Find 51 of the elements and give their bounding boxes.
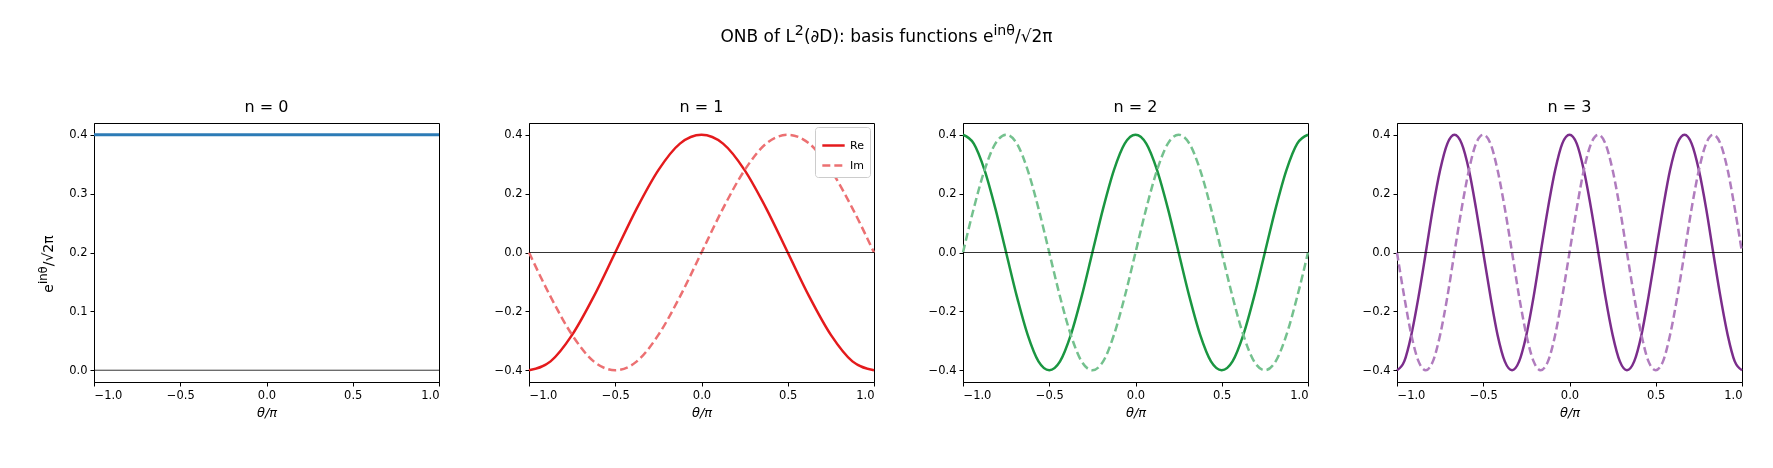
y-tick-label: −0.4	[928, 362, 957, 377]
y-tick-label: 0.2	[69, 245, 88, 259]
y-tick-label: 0.4	[1372, 127, 1391, 142]
y-tick-label: −0.4	[1362, 362, 1391, 377]
x-tick-label: −0.5	[601, 387, 630, 402]
x-tick-label: −1.0	[529, 387, 558, 402]
x-axis-title: θ/π	[1125, 405, 1147, 420]
chart-title: n = 2	[1113, 97, 1158, 116]
x-tick-label: 1.0	[1290, 387, 1309, 402]
legend-label: Im	[850, 158, 864, 172]
x-tick-label: −0.5	[1035, 387, 1064, 402]
x-tick-label: 0.0	[257, 387, 277, 402]
y-tick-label: −0.4	[494, 362, 523, 377]
y-tick-label: 0.0	[504, 245, 523, 259]
x-tick-label: 0.5	[779, 387, 798, 402]
y-tick-label: 0.0	[938, 245, 957, 259]
y-tick-label: 0.2	[938, 186, 957, 201]
y-tick-label: 0.0	[69, 362, 88, 377]
x-tick-label: −0.5	[166, 387, 195, 402]
x-tick-label: 0.5	[1213, 387, 1232, 402]
x-tick-label: −1.0	[94, 387, 123, 402]
y-tick-label: 0.3	[69, 186, 88, 201]
chart-title: n = 0	[244, 97, 289, 116]
text: ONB of L$^{2}$(∂D): basis functions e$^{inθ}$/√2π	[719, 22, 1054, 46]
x-tick-label: 0.0	[1560, 387, 1580, 402]
y-tick-label: 0.2	[1372, 186, 1391, 201]
x-tick-label: 0.0	[692, 387, 712, 402]
x-tick-label: −0.5	[1469, 387, 1498, 402]
y-tick-label: 0.4	[504, 127, 523, 142]
x-tick-label: −1.0	[963, 387, 992, 402]
x-tick-label: 1.0	[421, 387, 440, 402]
legend-label: Re	[850, 138, 865, 152]
y-tick-label: 0.4	[938, 127, 957, 142]
x-tick-label: 0.0	[1126, 387, 1146, 402]
y-tick-label: 0.2	[504, 186, 523, 201]
x-tick-label: 0.5	[344, 387, 363, 402]
x-tick-label: −1.0	[1397, 387, 1426, 402]
x-tick-label: 1.0	[1724, 387, 1743, 402]
chart-title: n = 1	[679, 97, 724, 116]
y-tick-label: 0.1	[69, 303, 88, 318]
y-tick-label: −0.2	[1362, 303, 1391, 318]
chart-title: n = 3	[1547, 97, 1592, 116]
y-tick-label: 0.0	[1372, 245, 1391, 259]
x-tick-label: 0.5	[1647, 387, 1666, 402]
x-tick-label: 1.0	[856, 387, 875, 402]
y-tick-label: −0.2	[494, 303, 523, 318]
y-tick-label: −0.2	[928, 303, 957, 318]
x-axis-title: θ/π	[256, 405, 278, 420]
x-axis-title: θ/π	[691, 405, 713, 420]
x-axis-title: θ/π	[1559, 405, 1581, 420]
y-tick-label: 0.4	[69, 127, 88, 142]
